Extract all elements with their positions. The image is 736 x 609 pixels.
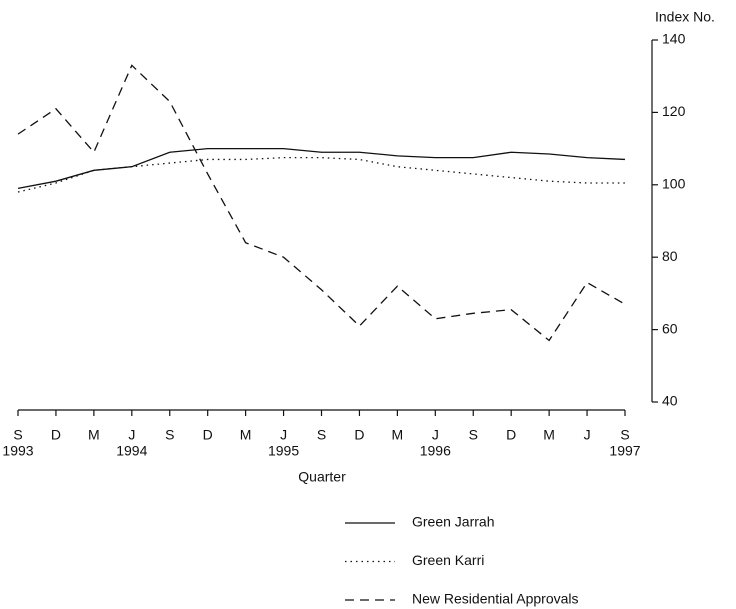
series-line	[17, 147, 626, 190]
x-tick-label: J	[432, 427, 439, 443]
x-tick-label: S	[620, 427, 629, 443]
x-axis-label: Quarter	[298, 469, 346, 485]
x-tick-label: M	[543, 427, 555, 443]
y-tick-label: 40	[662, 393, 678, 409]
x-tick-label: D	[506, 427, 516, 443]
x-tick-label: S	[317, 427, 326, 443]
x-tick-label: D	[203, 427, 213, 443]
y-tick-label: 140	[662, 31, 686, 47]
series-line	[17, 64, 626, 342]
y-axis-label: Index No.	[655, 9, 715, 25]
x-tick-label: D	[354, 427, 364, 443]
y-tick-label: 60	[662, 320, 678, 336]
series-line	[17, 157, 625, 193]
y-tick-label: 100	[662, 176, 686, 192]
x-year-label: 1997	[609, 443, 640, 459]
y-tick-label: 120	[662, 103, 686, 119]
x-tick-label: M	[392, 427, 404, 443]
legend-label: New Residential Approvals	[412, 591, 579, 607]
x-tick-label: J	[128, 427, 135, 443]
x-tick-label: J	[280, 427, 287, 443]
x-tick-label: J	[584, 427, 591, 443]
legend-label: Green Karri	[412, 552, 484, 568]
x-tick-label: M	[88, 427, 100, 443]
x-year-label: 1994	[116, 443, 147, 459]
x-year-label: 1996	[420, 443, 451, 459]
x-year-label: 1993	[2, 443, 33, 459]
x-year-label: 1995	[268, 443, 299, 459]
x-tick-label: S	[469, 427, 478, 443]
y-tick-label: 80	[662, 248, 678, 264]
legend-label: Green Jarrah	[412, 514, 494, 530]
x-tick-label: D	[51, 427, 61, 443]
x-tick-label: S	[13, 427, 22, 443]
x-tick-label: S	[165, 427, 174, 443]
x-tick-label: M	[240, 427, 252, 443]
